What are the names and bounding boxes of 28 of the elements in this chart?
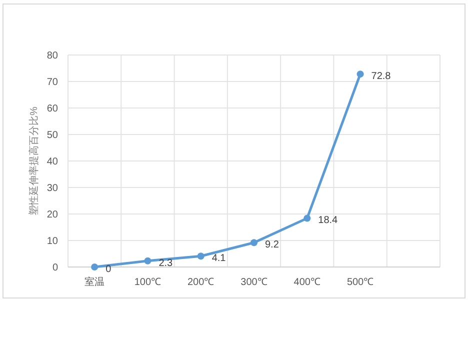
- data-label: 18.4: [318, 215, 338, 226]
- y-tick-label: 80: [46, 50, 58, 62]
- point: [144, 257, 152, 264]
- y-axis-title: 塑性延伸率提高百分比%: [28, 106, 40, 216]
- y-tick-label: 10: [46, 236, 58, 247]
- y-tick-label: 60: [46, 104, 58, 114]
- data-label: 4.1: [212, 253, 226, 264]
- y-tick-label: 40: [46, 156, 58, 168]
- y-tick-label: 0: [52, 262, 58, 274]
- point: [197, 252, 204, 260]
- x-tick-label: 300℃: [240, 277, 268, 288]
- point: [356, 70, 364, 78]
- data-label: 2.3: [158, 258, 174, 269]
- point: [250, 239, 258, 246]
- data-label: 72.8: [371, 71, 392, 82]
- x-tick-label: 室温: [84, 276, 105, 288]
- x-tick-label: 200℃: [188, 277, 214, 288]
- y-tick-label: 70: [46, 77, 58, 88]
- data-label: 0: [106, 264, 112, 275]
- x-tick-label: 100℃: [134, 277, 162, 288]
- y-tick-label: 30: [46, 183, 58, 194]
- x-tick-label: 500℃: [346, 277, 374, 288]
- data-label: 9.2: [265, 240, 280, 251]
- point: [91, 264, 98, 270]
- x-tick-label: 400℃: [294, 277, 320, 288]
- y-tick-label: 50: [46, 130, 58, 141]
- point: [304, 214, 311, 222]
- y-tick-label: 20: [46, 210, 58, 220]
